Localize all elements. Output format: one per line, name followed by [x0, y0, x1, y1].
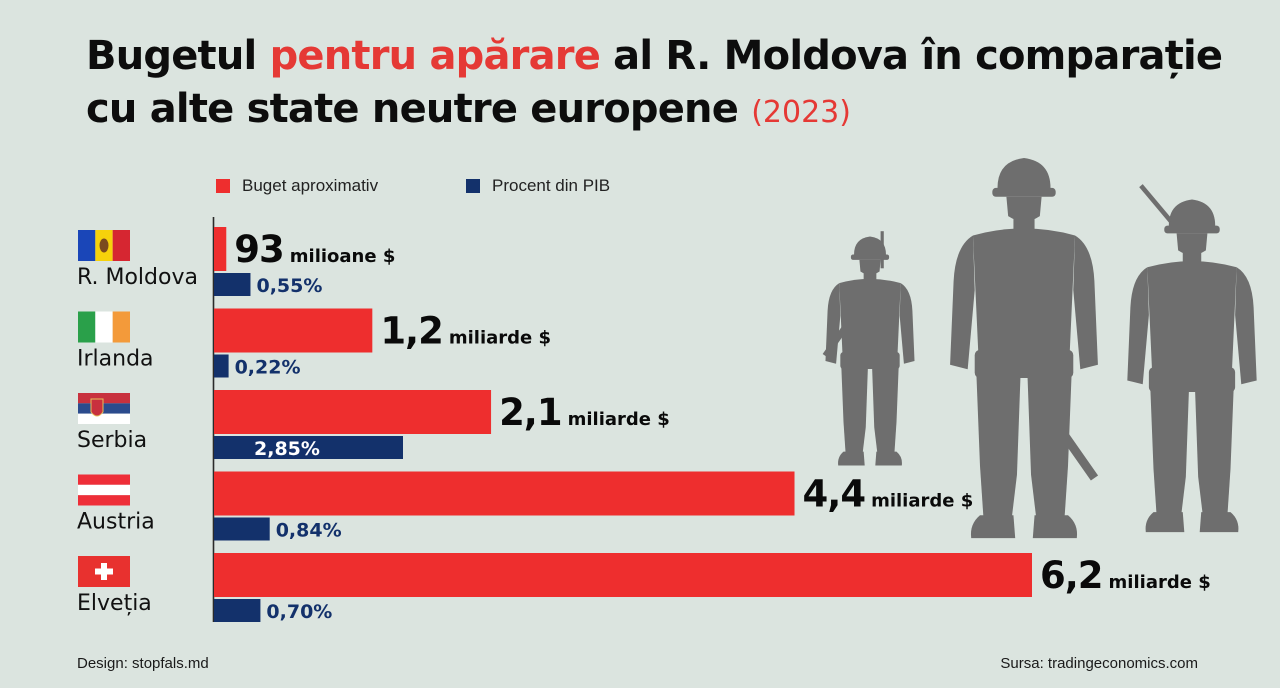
budget-value-label: 2,1 miliarde $	[499, 391, 670, 434]
country-label: Elveția	[77, 591, 152, 616]
gdp-value-label: 0,84%	[276, 520, 342, 542]
legend-item-budget: Buget aproximativ	[216, 176, 378, 196]
serbia-flag-icon	[78, 393, 130, 424]
gdp-value-label: 0,22%	[235, 357, 301, 379]
gdp-labels-group: 0,55% 0,22% 2,85% 0,84% 0,70%	[235, 275, 342, 623]
gdp-value-label: 0,70%	[266, 601, 332, 623]
design-credit: Design: stopfals.md	[77, 655, 209, 672]
gdp-bar	[214, 273, 251, 296]
budget-bar	[214, 553, 1032, 597]
title-part2: al R. Moldova în comparație cu alte stat…	[86, 33, 1223, 132]
soldier-silhouette-left	[822, 231, 915, 466]
gdp-value-label: 0,55%	[256, 275, 322, 297]
legend-item-gdp: Procent din PIB	[466, 176, 610, 196]
legend-swatch-gdp	[466, 179, 480, 193]
switzerland-flag-icon	[78, 556, 130, 587]
budget-bars-group	[214, 227, 1032, 597]
gdp-bars-group	[214, 273, 403, 622]
budget-value-label: 6,2 miliarde $	[1040, 554, 1211, 597]
legend-label-gdp: Procent din PIB	[492, 176, 611, 195]
gdp-bar	[214, 599, 261, 622]
soldier-silhouette-right	[1127, 184, 1257, 533]
budget-value-label: 1,2 miliarde $	[380, 310, 551, 353]
budget-bar	[214, 308, 373, 353]
budget-bar	[214, 471, 795, 516]
legend-label-budget: Buget aproximativ	[242, 176, 379, 195]
budget-bar	[214, 390, 492, 434]
budget-value-label: 93 milioane $	[234, 228, 395, 271]
country-label: Serbia	[77, 428, 147, 453]
flags-group	[78, 230, 130, 587]
country-label: Austria	[77, 510, 155, 535]
austria-flag-icon	[78, 474, 130, 506]
budget-bar	[214, 227, 227, 271]
gdp-bar	[214, 354, 229, 378]
chart-title: Bugetul pentru apărare al R. Moldova în …	[86, 30, 1256, 139]
country-labels-group: R. Moldova Irlanda Serbia Austria Elveția	[77, 265, 198, 616]
country-label: Irlanda	[77, 347, 154, 372]
legend-swatch-budget	[216, 179, 230, 193]
title-part1: Bugetul	[86, 33, 270, 79]
moldova-flag-icon	[78, 230, 130, 261]
gdp-bar	[214, 436, 403, 459]
budget-labels-group: 93 milioane $ 1,2 miliarde $ 2,1 miliarde $ 4,…	[234, 228, 1210, 597]
gdp-value-label: 2,85%	[254, 438, 320, 460]
title-year: (2023)	[751, 95, 851, 130]
budget-value-label: 4,4 miliarde $	[803, 473, 974, 516]
title-highlight: pentru apărare	[269, 33, 601, 79]
source-credit: Sursa: tradingeconomics.com	[1000, 655, 1198, 672]
gdp-bar	[214, 517, 270, 541]
country-label: R. Moldova	[77, 265, 198, 290]
ireland-flag-icon	[78, 311, 130, 343]
soldier-silhouette-center	[950, 158, 1099, 539]
